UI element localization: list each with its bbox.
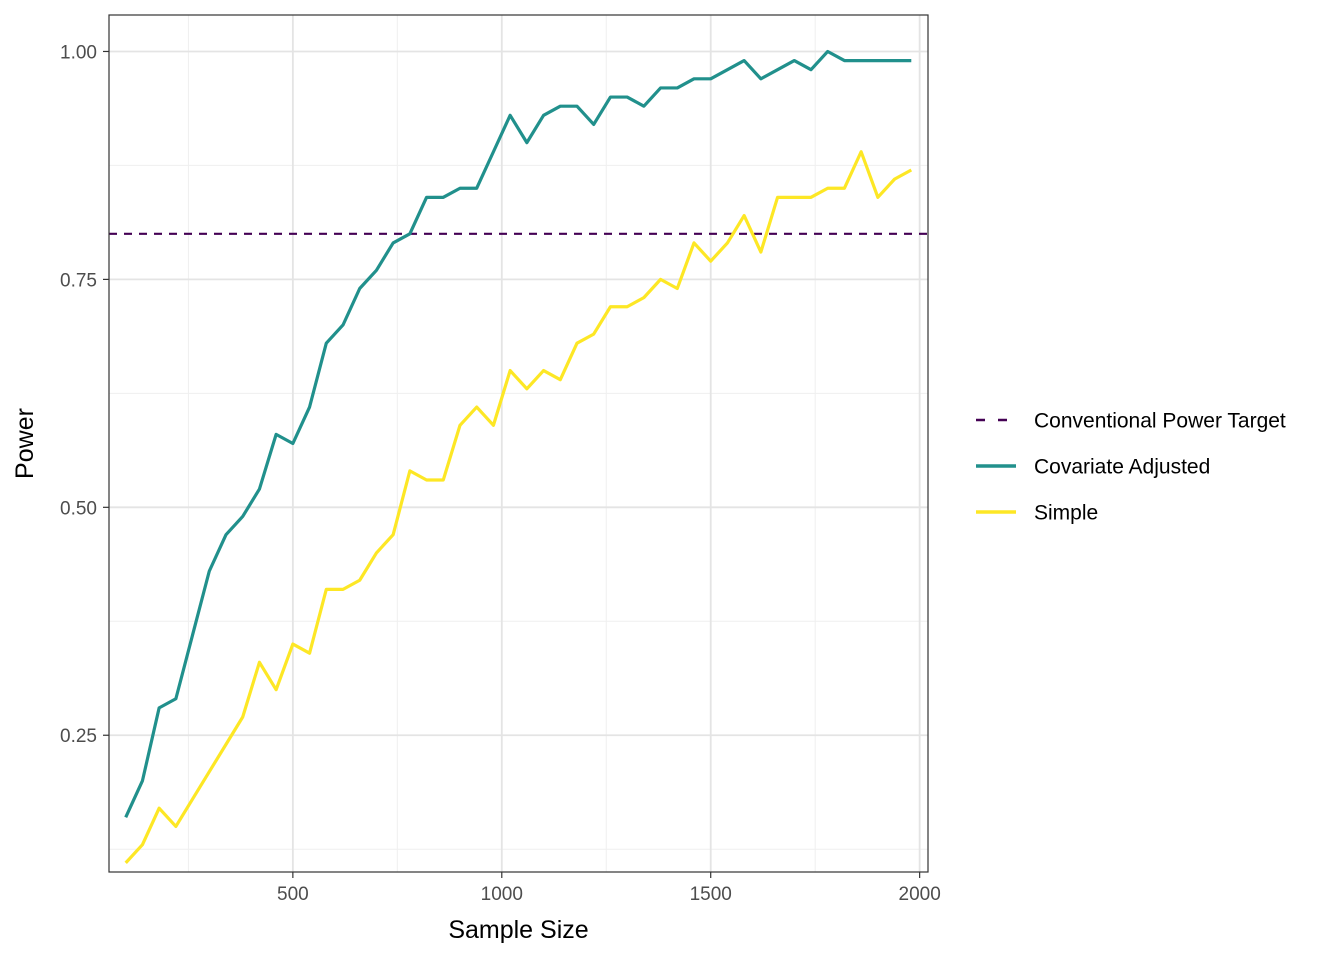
x-axis: 500 1000 1500 2000	[277, 872, 941, 905]
legend-item: Covariate Adjusted	[976, 456, 1210, 479]
legend: Conventional Power Target Covariate Adjus…	[976, 410, 1286, 525]
y-tick-label: 0.50	[60, 498, 97, 519]
legend-label: Conventional Power Target	[1034, 410, 1286, 433]
major-gridlines	[109, 15, 928, 872]
series-line-simple	[124, 150, 913, 864]
y-tick-label: 1.00	[60, 42, 97, 63]
y-tick-label: 0.75	[60, 270, 97, 291]
x-tick-label: 1500	[690, 884, 732, 905]
series-layer	[109, 49, 928, 864]
plot-panel	[108, 14, 929, 873]
series-line-covariate-adjusted	[124, 49, 912, 818]
panel-border	[108, 14, 929, 873]
y-tick-label: 0.25	[60, 726, 97, 747]
x-tick-label: 1000	[481, 884, 523, 905]
legend-item: Conventional Power Target	[976, 410, 1286, 433]
minor-gridlines	[109, 15, 928, 872]
legend-item: Simple	[976, 502, 1098, 525]
x-axis-title: Sample Size	[448, 916, 588, 944]
legend-label: Covariate Adjusted	[1034, 456, 1210, 479]
y-axis-title: Power	[11, 408, 39, 479]
y-axis: 0.25 0.50 0.75 1.00	[60, 42, 109, 747]
x-tick-label: 500	[277, 884, 309, 905]
panel-background	[109, 15, 928, 872]
legend-label: Simple	[1034, 502, 1098, 525]
x-tick-label: 2000	[899, 884, 941, 905]
